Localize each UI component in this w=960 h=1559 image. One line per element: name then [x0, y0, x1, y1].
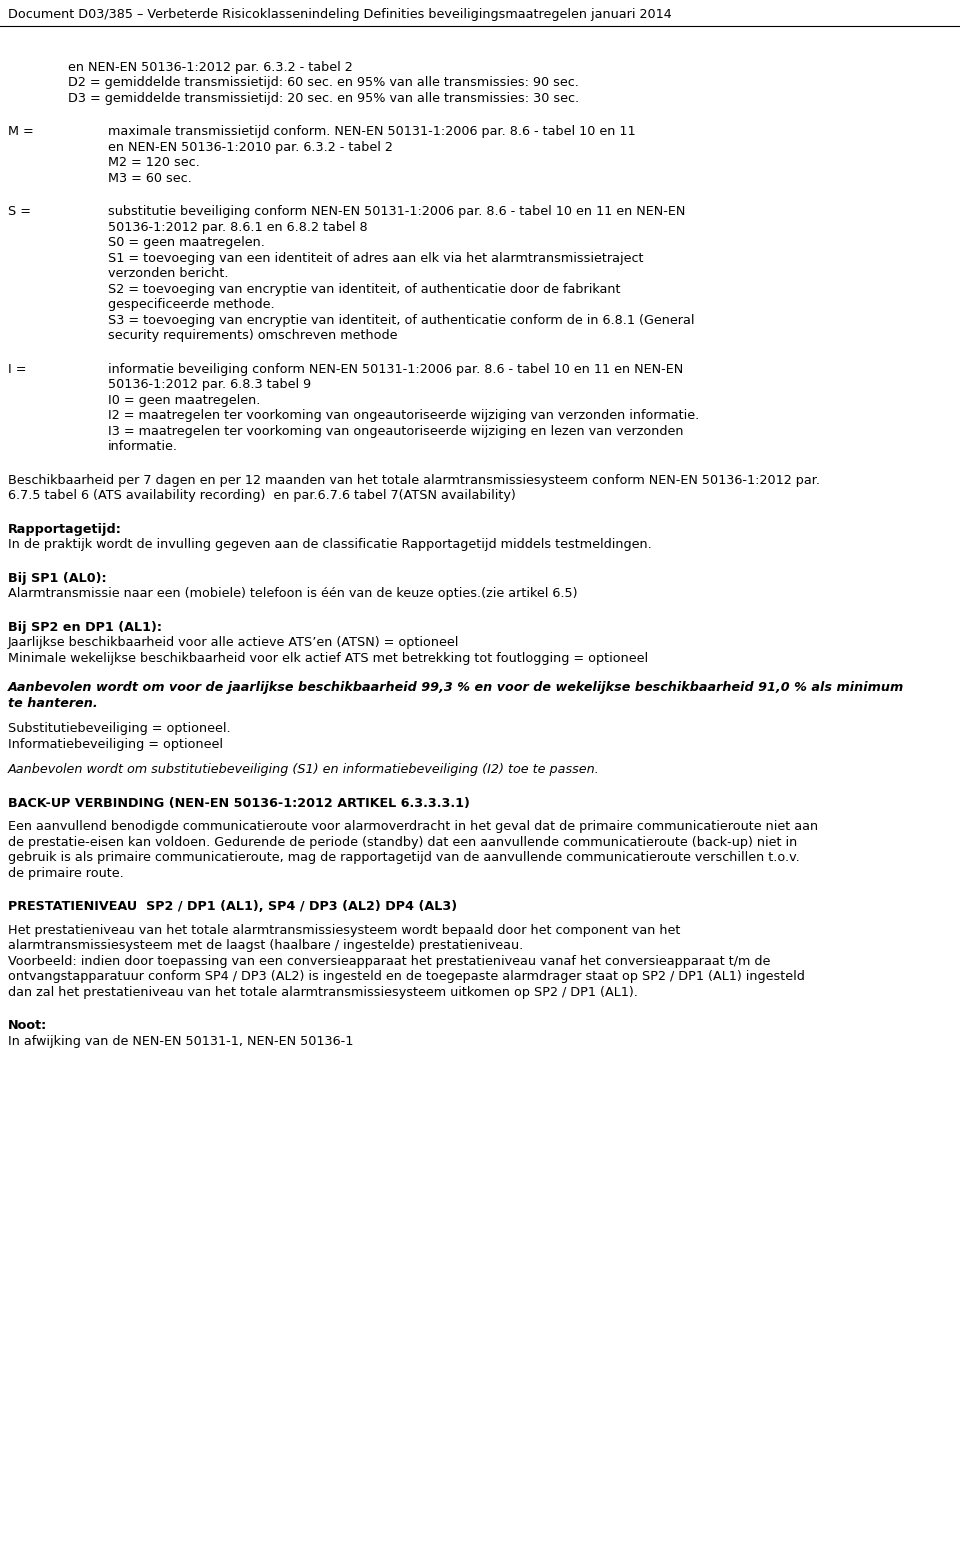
Text: gespecificeerde methode.: gespecificeerde methode.	[108, 298, 275, 310]
Text: alarmtransmissiesysteem met de laagst (haalbare / ingestelde) prestatieniveau.: alarmtransmissiesysteem met de laagst (h…	[8, 939, 523, 953]
Text: Het prestatieniveau van het totale alarmtransmissiesysteem wordt bepaald door he: Het prestatieniveau van het totale alarm…	[8, 923, 681, 937]
Text: Een aanvullend benodigde communicatieroute voor alarmoverdracht in het geval dat: Een aanvullend benodigde communicatierou…	[8, 820, 818, 833]
Text: S3 = toevoeging van encryptie van identiteit, of authenticatie conform de in 6.8: S3 = toevoeging van encryptie van identi…	[108, 313, 694, 326]
Text: Substitutiebeveiliging = optioneel.: Substitutiebeveiliging = optioneel.	[8, 722, 230, 734]
Text: I0 = geen maatregelen.: I0 = geen maatregelen.	[108, 393, 260, 407]
Text: M2 = 120 sec.: M2 = 120 sec.	[108, 156, 200, 168]
Text: de prestatie-eisen kan voldoen. Gedurende de periode (standby) dat een aanvullen: de prestatie-eisen kan voldoen. Gedurend…	[8, 836, 797, 848]
Text: 50136-1:2012 par. 8.6.1 en 6.8.2 tabel 8: 50136-1:2012 par. 8.6.1 en 6.8.2 tabel 8	[108, 220, 368, 234]
Text: PRESTATIENIVEAU  SP2 / DP1 (AL1), SP4 / DP3 (AL2) DP4 (AL3): PRESTATIENIVEAU SP2 / DP1 (AL1), SP4 / D…	[8, 900, 457, 914]
Text: In afwijking van de NEN-EN 50131-1, NEN-EN 50136-1: In afwijking van de NEN-EN 50131-1, NEN-…	[8, 1035, 353, 1048]
Text: Document D03/385 – Verbeterde Risicoklassenindeling Definities beveiligingsmaatr: Document D03/385 – Verbeterde Risicoklas…	[8, 8, 672, 20]
Text: M3 = 60 sec.: M3 = 60 sec.	[108, 171, 192, 184]
Text: 6.7.5 tabel 6 (ATS availability recording)  en par.6.7.6 tabel 7(ATSN availabili: 6.7.5 tabel 6 (ATS availability recordin…	[8, 490, 516, 502]
Text: Alarmtransmissie naar een (mobiele) telefoon is één van de keuze opties.(zie art: Alarmtransmissie naar een (mobiele) tele…	[8, 588, 578, 600]
Text: en NEN-EN 50136-1:2010 par. 6.3.2 - tabel 2: en NEN-EN 50136-1:2010 par. 6.3.2 - tabe…	[108, 140, 393, 153]
Text: S1 = toevoeging van een identiteit of adres aan elk via het alarmtransmissietraj: S1 = toevoeging van een identiteit of ad…	[108, 251, 643, 265]
Text: maximale transmissietijd conform. NEN-EN 50131-1:2006 par. 8.6 - tabel 10 en 11: maximale transmissietijd conform. NEN-EN…	[108, 125, 636, 139]
Text: informatie.: informatie.	[108, 440, 178, 454]
Text: D2 = gemiddelde transmissietijd: 60 sec. en 95% van alle transmissies: 90 sec.: D2 = gemiddelde transmissietijd: 60 sec.…	[68, 76, 579, 89]
Text: I2 = maatregelen ter voorkoming van ongeautoriseerde wijziging van verzonden inf: I2 = maatregelen ter voorkoming van onge…	[108, 408, 699, 422]
Text: Jaarlijkse beschikbaarheid voor alle actieve ATS’en (ATSN) = optioneel: Jaarlijkse beschikbaarheid voor alle act…	[8, 636, 460, 649]
Text: Bij SP2 en DP1 (AL1):: Bij SP2 en DP1 (AL1):	[8, 620, 162, 633]
Text: M =: M =	[8, 125, 34, 139]
Text: Minimale wekelijkse beschikbaarheid voor elk actief ATS met betrekking tot foutl: Minimale wekelijkse beschikbaarheid voor…	[8, 652, 648, 664]
Text: Bij SP1 (AL0):: Bij SP1 (AL0):	[8, 572, 107, 585]
Text: Voorbeeld: indien door toepassing van een conversieapparaat het prestatieniveau : Voorbeeld: indien door toepassing van ee…	[8, 954, 770, 968]
Text: informatie beveiliging conform NEN-EN 50131-1:2006 par. 8.6 - tabel 10 en 11 en : informatie beveiliging conform NEN-EN 50…	[108, 363, 684, 376]
Text: gebruik is als primaire communicatieroute, mag de rapportagetijd van de aanvulle: gebruik is als primaire communicatierout…	[8, 851, 800, 864]
Text: Rapportagetijd:: Rapportagetijd:	[8, 522, 122, 535]
Text: Informatiebeveiliging = optioneel: Informatiebeveiliging = optioneel	[8, 737, 223, 750]
Text: BACK-UP VERBINDING (NEN-EN 50136-1:2012 ARTIKEL 6.3.3.3.1): BACK-UP VERBINDING (NEN-EN 50136-1:2012 …	[8, 797, 469, 809]
Text: Beschikbaarheid per 7 dagen en per 12 maanden van het totale alarmtransmissiesys: Beschikbaarheid per 7 dagen en per 12 ma…	[8, 474, 820, 486]
Text: en NEN-EN 50136-1:2012 par. 6.3.2 - tabel 2: en NEN-EN 50136-1:2012 par. 6.3.2 - tabe…	[68, 61, 352, 73]
Text: Aanbevolen wordt om voor de jaarlijkse beschikbaarheid 99,3 % en voor de wekelij: Aanbevolen wordt om voor de jaarlijkse b…	[8, 681, 904, 694]
Text: I3 = maatregelen ter voorkoming van ongeautoriseerde wijziging en lezen van verz: I3 = maatregelen ter voorkoming van onge…	[108, 424, 684, 438]
Text: Aanbevolen wordt om substitutiebeveiliging (S1) en informatiebeveiliging (I2) to: Aanbevolen wordt om substitutiebeveiligi…	[8, 762, 600, 776]
Text: I =: I =	[8, 363, 27, 376]
Text: S2 = toevoeging van encryptie van identiteit, of authenticatie door de fabrikant: S2 = toevoeging van encryptie van identi…	[108, 282, 620, 296]
Text: verzonden bericht.: verzonden bericht.	[108, 267, 228, 281]
Text: dan zal het prestatieniveau van het totale alarmtransmissiesysteem uitkomen op S: dan zal het prestatieniveau van het tota…	[8, 985, 637, 998]
Text: D3 = gemiddelde transmissietijd: 20 sec. en 95% van alle transmissies: 30 sec.: D3 = gemiddelde transmissietijd: 20 sec.…	[68, 92, 579, 104]
Text: te hanteren.: te hanteren.	[8, 697, 98, 709]
Text: S =: S =	[8, 204, 31, 218]
Text: 50136-1:2012 par. 6.8.3 tabel 9: 50136-1:2012 par. 6.8.3 tabel 9	[108, 377, 311, 391]
Text: ontvangstapparatuur conform SP4 / DP3 (AL2) is ingesteld en de toegepaste alarmd: ontvangstapparatuur conform SP4 / DP3 (A…	[8, 970, 804, 984]
Text: Noot:: Noot:	[8, 1020, 47, 1032]
Text: S0 = geen maatregelen.: S0 = geen maatregelen.	[108, 235, 265, 249]
Text: In de praktijk wordt de invulling gegeven aan de classificatie Rapportagetijd mi: In de praktijk wordt de invulling gegeve…	[8, 538, 652, 550]
Text: substitutie beveiliging conform NEN-EN 50131-1:2006 par. 8.6 - tabel 10 en 11 en: substitutie beveiliging conform NEN-EN 5…	[108, 204, 685, 218]
Text: security requirements) omschreven methode: security requirements) omschreven method…	[108, 329, 397, 341]
Text: de primaire route.: de primaire route.	[8, 867, 124, 879]
